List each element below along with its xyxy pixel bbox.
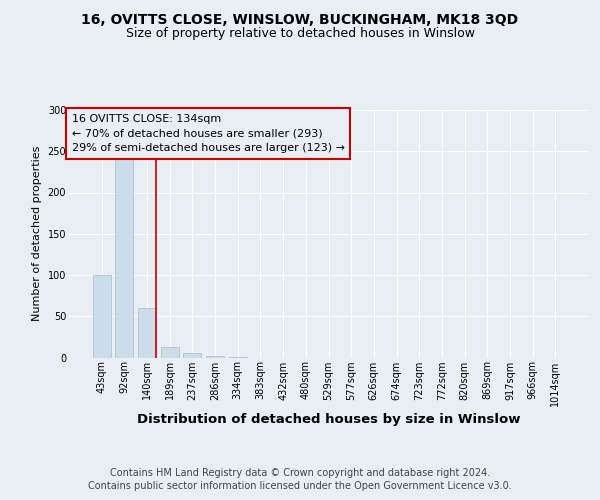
Text: Contains HM Land Registry data © Crown copyright and database right 2024.: Contains HM Land Registry data © Crown c… <box>110 468 490 477</box>
Text: Distribution of detached houses by size in Winslow: Distribution of detached houses by size … <box>137 412 521 426</box>
Text: 16, OVITTS CLOSE, WINSLOW, BUCKINGHAM, MK18 3QD: 16, OVITTS CLOSE, WINSLOW, BUCKINGHAM, M… <box>82 12 518 26</box>
Text: Size of property relative to detached houses in Winslow: Size of property relative to detached ho… <box>125 28 475 40</box>
Bar <box>184 354 202 358</box>
Bar <box>138 308 156 358</box>
Y-axis label: Number of detached properties: Number of detached properties <box>32 146 42 322</box>
Bar <box>161 347 179 358</box>
Bar <box>115 160 133 358</box>
Bar <box>92 275 111 357</box>
Text: Contains public sector information licensed under the Open Government Licence v3: Contains public sector information licen… <box>88 481 512 491</box>
Text: 16 OVITTS CLOSE: 134sqm
← 70% of detached houses are smaller (293)
29% of semi-d: 16 OVITTS CLOSE: 134sqm ← 70% of detache… <box>71 114 344 154</box>
Bar <box>206 356 224 358</box>
Bar <box>229 356 247 358</box>
